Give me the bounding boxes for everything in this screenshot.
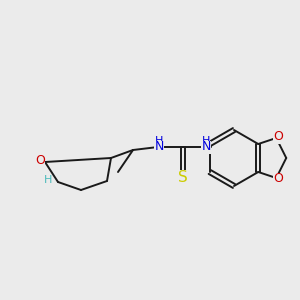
Text: N: N (154, 140, 164, 154)
Text: N: N (201, 140, 211, 154)
Text: O: O (273, 130, 283, 143)
Text: S: S (178, 169, 188, 184)
Text: H: H (202, 136, 210, 146)
Text: O: O (35, 154, 45, 166)
Text: O: O (273, 172, 283, 185)
Text: H: H (44, 175, 52, 185)
Text: H: H (155, 136, 163, 146)
